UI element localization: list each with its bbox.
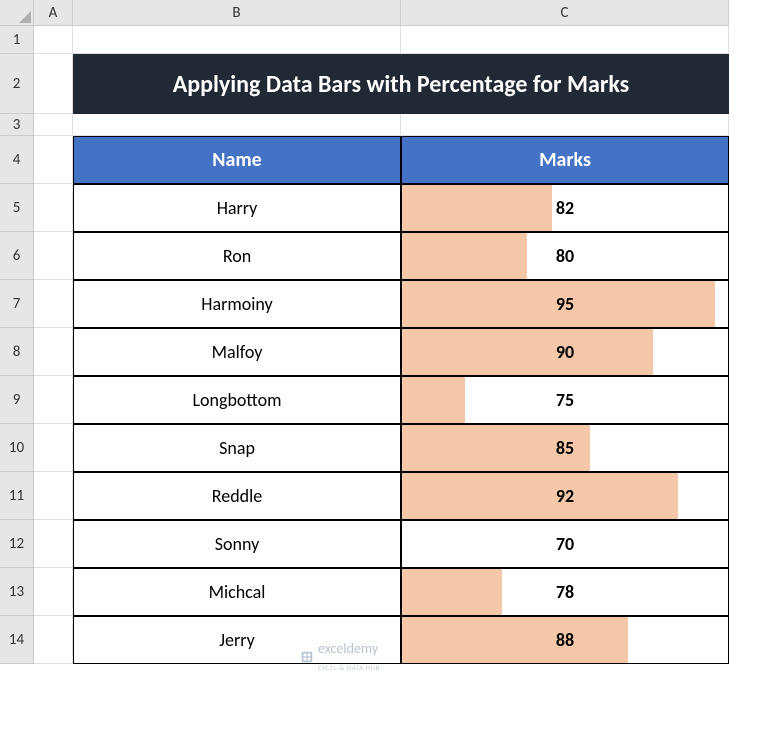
marks-value: 80: [556, 245, 574, 267]
marks-value: 90: [556, 341, 574, 363]
header-marks[interactable]: Marks: [401, 136, 729, 184]
cell-A12[interactable]: [34, 520, 73, 568]
cell-A2[interactable]: [34, 54, 73, 114]
row-header-10[interactable]: 10: [0, 424, 34, 472]
marks-cell[interactable]: 75: [401, 376, 729, 424]
databar: [402, 329, 653, 375]
name-cell[interactable]: Sonny: [73, 520, 401, 568]
cell-A1[interactable]: [34, 26, 73, 54]
cell-A5[interactable]: [34, 184, 73, 232]
row-header-1[interactable]: 1: [0, 26, 34, 54]
name-cell[interactable]: Jerry: [73, 616, 401, 664]
name-cell[interactable]: Michcal: [73, 568, 401, 616]
cell-A9[interactable]: [34, 376, 73, 424]
marks-value: 78: [556, 581, 574, 603]
name-cell[interactable]: Harmoiny: [73, 280, 401, 328]
marks-cell[interactable]: 70: [401, 520, 729, 568]
row-header-5[interactable]: 5: [0, 184, 34, 232]
row-header-11[interactable]: 11: [0, 472, 34, 520]
row-header-3[interactable]: 3: [0, 114, 34, 136]
marks-cell[interactable]: 85: [401, 424, 729, 472]
cell-A10[interactable]: [34, 424, 73, 472]
name-cell[interactable]: Ron: [73, 232, 401, 280]
cell-A4[interactable]: [34, 136, 73, 184]
name-cell[interactable]: Harry: [73, 184, 401, 232]
marks-value: 92: [556, 485, 574, 507]
row-header-8[interactable]: 8: [0, 328, 34, 376]
marks-cell[interactable]: 78: [401, 568, 729, 616]
databar: [402, 569, 502, 615]
name-cell[interactable]: Longbottom: [73, 376, 401, 424]
row-header-9[interactable]: 9: [0, 376, 34, 424]
row-header-13[interactable]: 13: [0, 568, 34, 616]
cell-A6[interactable]: [34, 232, 73, 280]
title-cell[interactable]: Applying Data Bars with Percentage for M…: [73, 54, 729, 114]
marks-cell[interactable]: 88: [401, 616, 729, 664]
row-header-6[interactable]: 6: [0, 232, 34, 280]
databar: [402, 377, 465, 423]
marks-value: 95: [556, 293, 574, 315]
marks-cell[interactable]: 92: [401, 472, 729, 520]
marks-cell[interactable]: 95: [401, 280, 729, 328]
header-name[interactable]: Name: [73, 136, 401, 184]
row-header-12[interactable]: 12: [0, 520, 34, 568]
cell-C3[interactable]: [401, 114, 729, 136]
cell-A13[interactable]: [34, 568, 73, 616]
row-header-2[interactable]: 2: [0, 54, 34, 114]
marks-value: 75: [556, 389, 574, 411]
name-cell[interactable]: Malfoy: [73, 328, 401, 376]
marks-value: 88: [556, 629, 574, 651]
marks-cell[interactable]: 80: [401, 232, 729, 280]
row-header-7[interactable]: 7: [0, 280, 34, 328]
col-header-B[interactable]: B: [73, 0, 401, 26]
cell-A14[interactable]: [34, 616, 73, 664]
cell-C1[interactable]: [401, 26, 729, 54]
databar: [402, 473, 678, 519]
cell-A7[interactable]: [34, 280, 73, 328]
cell-A11[interactable]: [34, 472, 73, 520]
col-header-A[interactable]: A: [34, 0, 73, 26]
name-cell[interactable]: Snap: [73, 424, 401, 472]
row-header-14[interactable]: 14: [0, 616, 34, 664]
watermark-subtext: EXCEL & DATA HUB: [318, 663, 380, 672]
marks-value: 85: [556, 437, 574, 459]
col-header-C[interactable]: C: [401, 0, 729, 26]
spreadsheet-grid: A B C 1 2 Applying Data Bars with Percen…: [0, 0, 767, 664]
databar: [402, 233, 527, 279]
select-all-corner[interactable]: [0, 0, 34, 26]
cell-A3[interactable]: [34, 114, 73, 136]
marks-cell[interactable]: 82: [401, 184, 729, 232]
marks-cell[interactable]: 90: [401, 328, 729, 376]
databar: [402, 185, 552, 231]
row-header-4[interactable]: 4: [0, 136, 34, 184]
marks-value: 70: [556, 533, 574, 555]
cell-B1[interactable]: [73, 26, 401, 54]
cell-B3[interactable]: [73, 114, 401, 136]
name-cell[interactable]: Reddle: [73, 472, 401, 520]
databar: [402, 617, 628, 663]
cell-A8[interactable]: [34, 328, 73, 376]
marks-value: 82: [556, 197, 574, 219]
